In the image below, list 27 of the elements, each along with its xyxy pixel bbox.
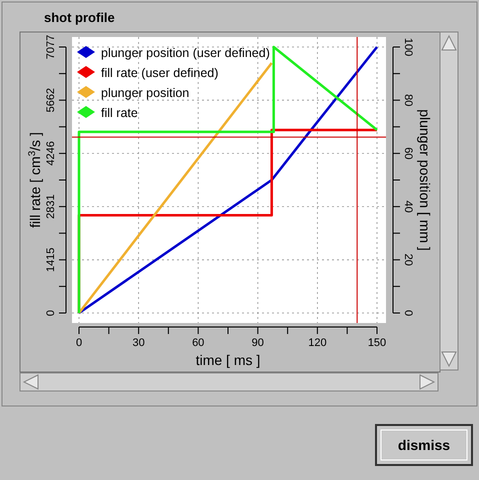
y-tick-label: 0 — [45, 310, 57, 316]
chart-title: shot profile — [44, 10, 115, 25]
y-tick-label: 1415 — [45, 248, 57, 272]
legend-label: plunger position — [101, 86, 190, 100]
line-series — [78, 46, 378, 314]
x-axis-title: time [ ms ] — [196, 352, 260, 368]
x-tick-label: 30 — [132, 337, 145, 349]
x-tick-label: 150 — [368, 337, 386, 349]
x-tick-label: 0 — [76, 337, 82, 349]
y-tick-label: 7077 — [45, 34, 57, 60]
y2-tick-label: 0 — [402, 310, 414, 316]
y2-tick-label: 20 — [402, 254, 414, 266]
legend-label: fill rate (user defined) — [101, 66, 218, 80]
legend-label: plunger position (user defined) — [101, 46, 270, 60]
y2-tick-label: 80 — [402, 94, 414, 106]
x-tick-label: 120 — [308, 337, 327, 349]
x-tick-label: 90 — [252, 337, 264, 349]
y-tick-label: 4246 — [45, 141, 57, 166]
x-tick-label: 60 — [192, 337, 204, 349]
y2-tick-label: 60 — [402, 147, 414, 160]
y-tick-label: 2831 — [45, 194, 57, 219]
text: dismiss — [398, 437, 450, 453]
legend-label: fill rate — [101, 106, 138, 120]
y2-tick-label: 100 — [402, 38, 414, 56]
y2-axis-title: plunger position [ mm ] — [417, 109, 433, 251]
y2-tick-label: 40 — [402, 200, 414, 213]
y-tick-label: 5662 — [45, 88, 57, 112]
